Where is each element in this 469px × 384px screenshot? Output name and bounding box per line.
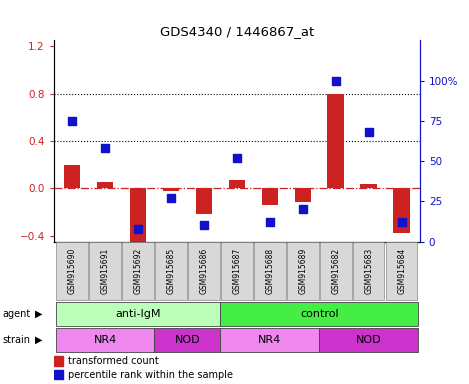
Text: GSM915684: GSM915684 [397,248,406,295]
Text: NR4: NR4 [93,335,117,345]
Bar [319,328,418,353]
Bar [361,184,377,188]
Point [134,225,142,232]
Bar [54,356,63,366]
Bar [154,328,220,353]
Text: GSM915691: GSM915691 [100,248,110,295]
Bar [130,188,146,242]
Bar [54,370,63,379]
Text: ▶: ▶ [35,335,42,345]
Point [101,145,109,151]
Bar [89,242,121,300]
Text: transformed count: transformed count [68,356,159,366]
Bar [220,302,418,326]
Bar [393,188,410,233]
Point [398,219,405,225]
Point [266,219,273,225]
Bar [353,242,385,300]
Bar [220,328,319,353]
Bar [295,188,311,202]
Text: GSM915686: GSM915686 [199,248,208,295]
Bar [56,242,88,300]
Text: NR4: NR4 [258,335,281,345]
Text: agent: agent [2,309,30,319]
Bar [196,188,212,214]
Bar [228,180,245,188]
Point [167,195,174,201]
Text: GSM915682: GSM915682 [331,248,340,295]
Text: control: control [300,309,339,319]
Bar [262,188,278,205]
Bar [56,302,220,326]
Bar [221,242,253,300]
Bar [97,182,113,188]
Text: NOD: NOD [356,335,381,345]
Text: percentile rank within the sample: percentile rank within the sample [68,369,233,380]
Text: GSM915687: GSM915687 [232,248,242,295]
Text: anti-IgM: anti-IgM [115,309,161,319]
Point [200,222,208,228]
Bar [287,242,318,300]
Point [332,78,340,84]
Text: GSM915689: GSM915689 [298,248,307,295]
Bar [122,242,154,300]
Point [68,118,76,124]
Point [365,129,372,135]
Text: strain: strain [2,335,30,345]
Bar [64,165,80,188]
Text: GSM915685: GSM915685 [166,248,175,295]
Bar [327,94,344,188]
Text: GSM915690: GSM915690 [68,248,76,295]
Bar [320,242,352,300]
Title: GDS4340 / 1446867_at: GDS4340 / 1446867_at [160,25,314,38]
Text: GSM915688: GSM915688 [265,248,274,295]
Bar [254,242,286,300]
Bar [155,242,187,300]
Text: NOD: NOD [174,335,200,345]
Bar [386,242,417,300]
Text: ▶: ▶ [35,309,42,319]
Bar [163,188,179,190]
Point [233,155,241,161]
Text: GSM915692: GSM915692 [134,248,143,295]
Bar [188,242,219,300]
Text: GSM915683: GSM915683 [364,248,373,295]
Bar [56,328,154,353]
Point [299,206,307,212]
